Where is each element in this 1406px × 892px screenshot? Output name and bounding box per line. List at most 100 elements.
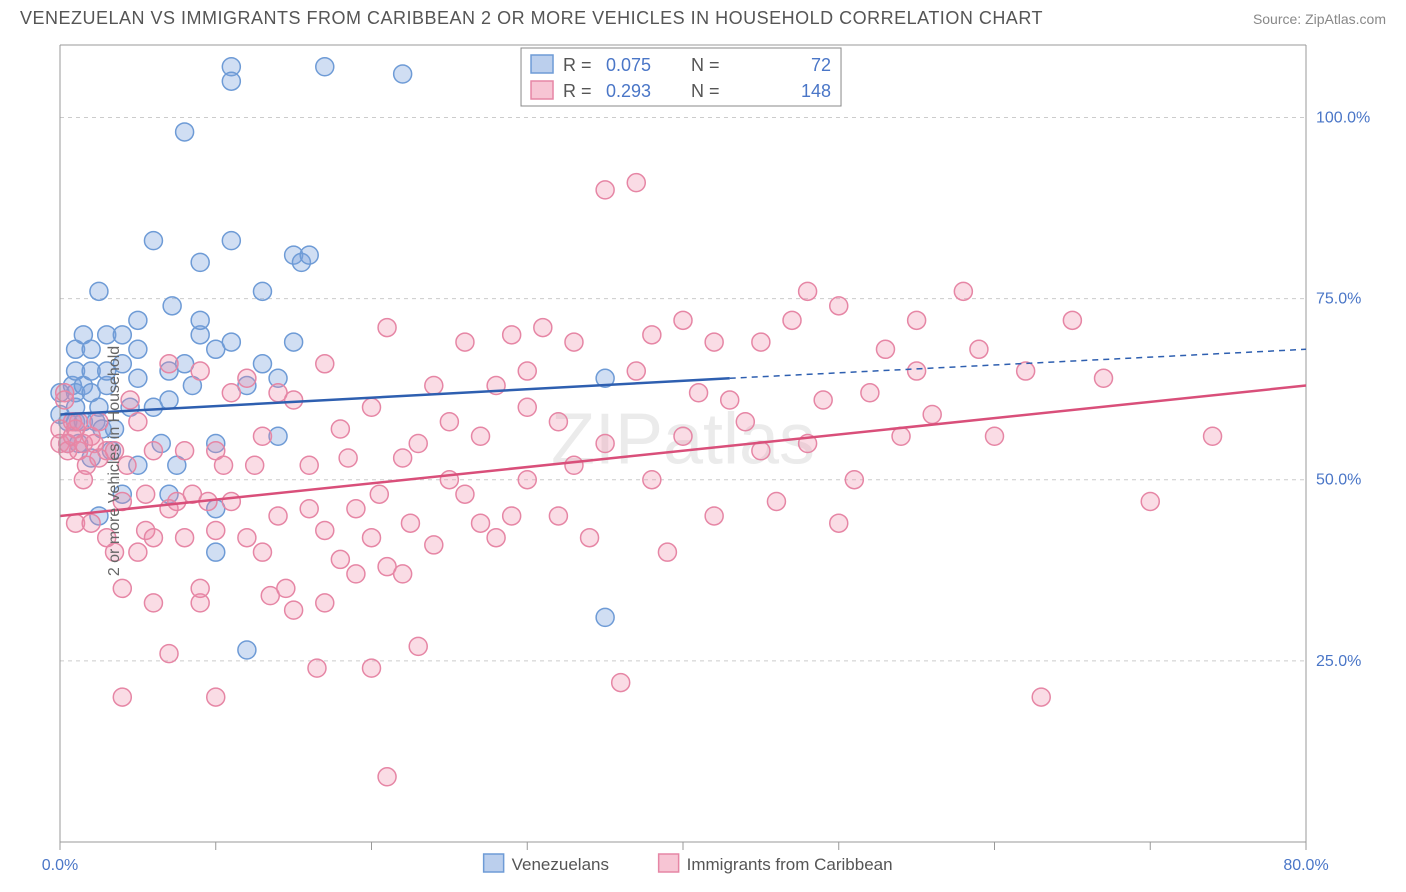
scatter-point <box>830 297 848 315</box>
svg-text:N =: N = <box>691 55 720 75</box>
scatter-point <box>308 659 326 677</box>
scatter-point <box>207 688 225 706</box>
svg-text:0.075: 0.075 <box>606 55 651 75</box>
scatter-point <box>363 659 381 677</box>
scatter-point <box>253 355 271 373</box>
scatter-point <box>144 442 162 460</box>
scatter-point <box>82 514 100 532</box>
scatter-point <box>674 311 692 329</box>
scatter-point <box>238 369 256 387</box>
scatter-point <box>830 514 848 532</box>
scatter-point <box>565 456 583 474</box>
scatter-point <box>300 456 318 474</box>
scatter-point <box>1204 427 1222 445</box>
scatter-point <box>222 72 240 90</box>
chart-header: VENEZUELAN VS IMMIGRANTS FROM CARIBBEAN … <box>0 0 1406 33</box>
scatter-point <box>690 384 708 402</box>
scatter-point <box>487 529 505 547</box>
y-axis-label: 2 or more Vehicles in Household <box>106 346 124 576</box>
scatter-point <box>394 65 412 83</box>
scatter-point <box>238 641 256 659</box>
legend-label: Immigrants from Caribbean <box>687 855 893 874</box>
svg-text:R =: R = <box>563 81 592 101</box>
scatter-point <box>767 492 785 510</box>
scatter-point <box>394 565 412 583</box>
scatter-point <box>923 406 941 424</box>
scatter-point <box>222 333 240 351</box>
scatter-point <box>425 377 443 395</box>
scatter-point <box>503 326 521 344</box>
svg-text:0.293: 0.293 <box>606 81 651 101</box>
svg-text:100.0%: 100.0% <box>1316 109 1370 126</box>
scatter-point <box>456 485 474 503</box>
scatter-point <box>113 688 131 706</box>
scatter-point <box>222 492 240 510</box>
scatter-point <box>409 435 427 453</box>
scatter-point <box>163 297 181 315</box>
scatter-point <box>892 427 910 445</box>
scatter-point <box>113 579 131 597</box>
scatter-point <box>331 420 349 438</box>
scatter-point <box>285 333 303 351</box>
scatter-point <box>222 384 240 402</box>
svg-text:50.0%: 50.0% <box>1316 472 1361 489</box>
scatter-point <box>191 362 209 380</box>
scatter-point <box>347 565 365 583</box>
scatter-point <box>176 529 194 547</box>
scatter-point <box>191 253 209 271</box>
scatter-point <box>339 449 357 467</box>
scatter-point <box>378 768 396 786</box>
scatter-point <box>277 579 295 597</box>
scatter-point <box>129 369 147 387</box>
scatter-point <box>316 355 334 373</box>
scatter-chart: 25.0%50.0%75.0%100.0%ZIPatlas0.0%80.0%R … <box>10 40 1386 882</box>
svg-text:N =: N = <box>691 81 720 101</box>
scatter-point <box>876 340 894 358</box>
scatter-point <box>363 529 381 547</box>
scatter-point <box>144 232 162 250</box>
scatter-point <box>176 442 194 460</box>
scatter-point <box>82 340 100 358</box>
scatter-point <box>191 311 209 329</box>
svg-text:148: 148 <box>801 81 831 101</box>
scatter-point <box>596 181 614 199</box>
scatter-point <box>1032 688 1050 706</box>
scatter-point <box>721 391 739 409</box>
scatter-point <box>300 500 318 518</box>
scatter-point <box>549 413 567 431</box>
svg-text:75.0%: 75.0% <box>1316 291 1361 308</box>
scatter-point <box>176 123 194 141</box>
scatter-point <box>378 319 396 337</box>
scatter-point <box>456 333 474 351</box>
svg-text:R =: R = <box>563 55 592 75</box>
scatter-point <box>472 427 490 445</box>
scatter-point <box>207 543 225 561</box>
scatter-point <box>674 427 692 445</box>
scatter-point <box>534 319 552 337</box>
scatter-point <box>394 449 412 467</box>
scatter-point <box>253 427 271 445</box>
scatter-point <box>1017 362 1035 380</box>
scatter-point <box>90 282 108 300</box>
scatter-point <box>129 543 147 561</box>
scatter-point <box>215 456 233 474</box>
scatter-point <box>409 637 427 655</box>
scatter-point <box>113 326 131 344</box>
scatter-point <box>129 413 147 431</box>
scatter-point <box>612 674 630 692</box>
scatter-point <box>70 413 88 431</box>
scatter-point <box>565 333 583 351</box>
scatter-point <box>736 413 754 431</box>
scatter-point <box>425 536 443 554</box>
scatter-point <box>503 507 521 525</box>
chart-container: 2 or more Vehicles in Household 25.0%50.… <box>10 40 1396 882</box>
scatter-point <box>285 391 303 409</box>
scatter-point <box>363 398 381 416</box>
scatter-point <box>246 456 264 474</box>
scatter-point <box>799 282 817 300</box>
scatter-point <box>845 471 863 489</box>
scatter-point <box>347 500 365 518</box>
scatter-point <box>1141 492 1159 510</box>
scatter-point <box>137 485 155 503</box>
scatter-point <box>222 232 240 250</box>
